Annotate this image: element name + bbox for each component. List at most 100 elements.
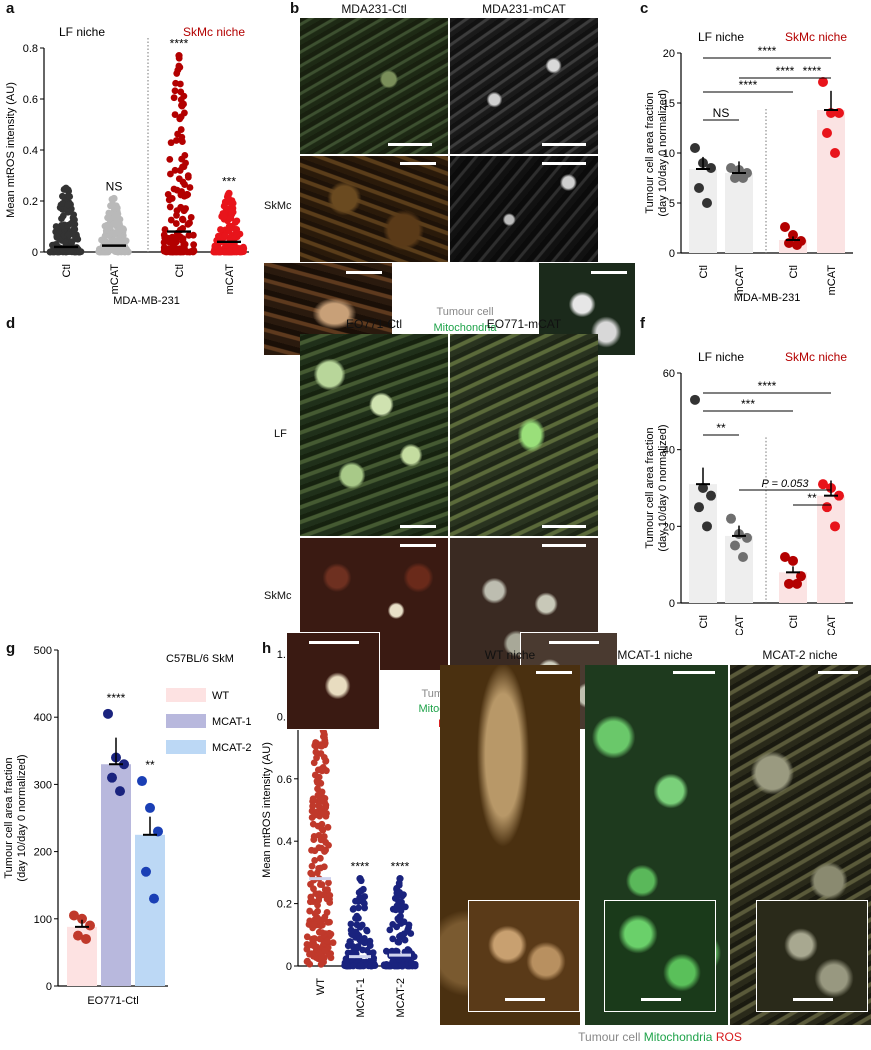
y-tick-label: 400 — [34, 712, 52, 724]
data-point — [74, 235, 82, 243]
y-tick-label: 5 — [669, 198, 675, 210]
panel-letter-f: f — [640, 315, 645, 332]
data-point — [399, 902, 406, 910]
data-point — [186, 184, 194, 191]
micrograph-b-lf-mcat — [450, 18, 598, 154]
data-point — [172, 220, 180, 227]
data-point — [311, 856, 319, 864]
data-point — [393, 923, 401, 931]
data-point — [310, 920, 318, 928]
data-point — [726, 163, 736, 173]
data-point — [111, 248, 119, 255]
niche-label-skmc: SkMc niche — [785, 30, 847, 44]
legend-swatch — [166, 688, 206, 702]
data-point — [792, 240, 802, 250]
data-point — [307, 941, 315, 949]
scale-bar — [388, 143, 432, 146]
significance-label: NS — [106, 179, 123, 193]
data-point — [173, 211, 180, 219]
micrograph-i-header-mcat1: MCAT-1 niche — [617, 648, 693, 662]
chart-c-area-mda: 0 5 10 15 20 Tumour cell area fraction(day 10… — [644, 30, 853, 304]
x-tick-label: WT — [315, 978, 327, 995]
data-point — [396, 889, 404, 896]
data-point — [311, 910, 319, 918]
data-point — [726, 513, 736, 524]
data-point — [318, 742, 325, 750]
data-point — [166, 203, 174, 211]
data-point — [303, 958, 311, 965]
legend-swatch — [166, 740, 206, 754]
scale-bar — [793, 998, 833, 1001]
x-tick-label: Ctl — [698, 265, 710, 278]
data-point — [188, 248, 196, 256]
micrograph-b-lf-ctl: LF — [300, 18, 448, 154]
bar — [689, 484, 717, 603]
panel-letter-a: a — [6, 0, 15, 17]
chart-f-area-eo771: 0 20 40 60 Tumour cell area fraction(day 10/… — [644, 350, 853, 635]
data-point — [77, 913, 87, 924]
data-point — [312, 890, 320, 897]
comparison-label: **** — [803, 64, 822, 78]
data-point — [318, 788, 326, 796]
data-point — [818, 77, 828, 87]
micrograph-i-inset-mcat2 — [756, 900, 868, 1012]
data-point — [317, 797, 325, 805]
data-point — [233, 217, 241, 225]
data-point — [354, 943, 362, 950]
y-tick-label: 300 — [34, 779, 52, 791]
legend-tumour: Tumour cell — [578, 1030, 641, 1044]
legend-ros: ROS — [715, 1030, 742, 1044]
data-point — [59, 200, 67, 207]
x-axis-label: MDA-MB-231 — [113, 295, 180, 307]
panel-letter-g: g — [6, 640, 16, 657]
scale-bar — [346, 271, 382, 274]
data-point — [822, 502, 832, 513]
micrograph-e-row-lf: LF — [274, 428, 287, 440]
data-point — [788, 230, 798, 240]
data-point — [171, 111, 179, 118]
data-point — [706, 490, 716, 501]
y-tick-label: 40 — [663, 445, 675, 457]
chart-g-area-mcat: 0 100 200 300 400 500 Tumour cell area fractio… — [3, 645, 252, 1007]
data-point — [830, 148, 840, 158]
data-point — [698, 483, 708, 493]
data-point — [217, 226, 224, 233]
data-point — [229, 199, 237, 207]
data-point — [382, 947, 390, 955]
data-point — [316, 854, 324, 862]
data-point — [137, 776, 147, 787]
data-point — [111, 229, 119, 237]
data-point — [115, 786, 125, 797]
significance-label: **** — [170, 37, 189, 51]
y-axis-label: Mean mtROS intensity (AU) — [5, 82, 17, 218]
data-point — [173, 70, 181, 77]
niche-label-lf: LF niche — [698, 30, 744, 44]
data-point — [327, 930, 335, 938]
data-point — [320, 833, 328, 840]
y-tick-label: 15 — [663, 98, 675, 110]
data-point — [320, 809, 328, 817]
data-point — [320, 958, 328, 966]
x-tick-label: mCAT — [109, 264, 121, 295]
data-point — [85, 920, 95, 931]
y-tick-label: 20 — [663, 48, 675, 60]
y-axis-label: Mean mtROS intensity (AU) — [261, 742, 273, 878]
scale-bar — [542, 143, 586, 146]
data-point — [179, 225, 187, 232]
data-point — [307, 893, 315, 901]
data-point — [308, 862, 316, 870]
legend-swatch — [166, 714, 206, 728]
data-point — [318, 765, 325, 773]
data-point — [179, 215, 187, 223]
data-point — [690, 143, 700, 153]
comparison-label: P = 0.053 — [762, 478, 810, 490]
x-tick-label: MCAT-2 — [395, 978, 407, 1018]
bar — [135, 834, 165, 986]
data-point — [818, 479, 828, 490]
data-point — [303, 933, 311, 941]
data-point — [178, 138, 186, 145]
data-point — [215, 248, 223, 256]
data-point — [780, 552, 790, 562]
micrograph-b-row-skmc: SkMc — [264, 200, 292, 212]
micrograph-i-inset-mcat1 — [604, 900, 716, 1012]
